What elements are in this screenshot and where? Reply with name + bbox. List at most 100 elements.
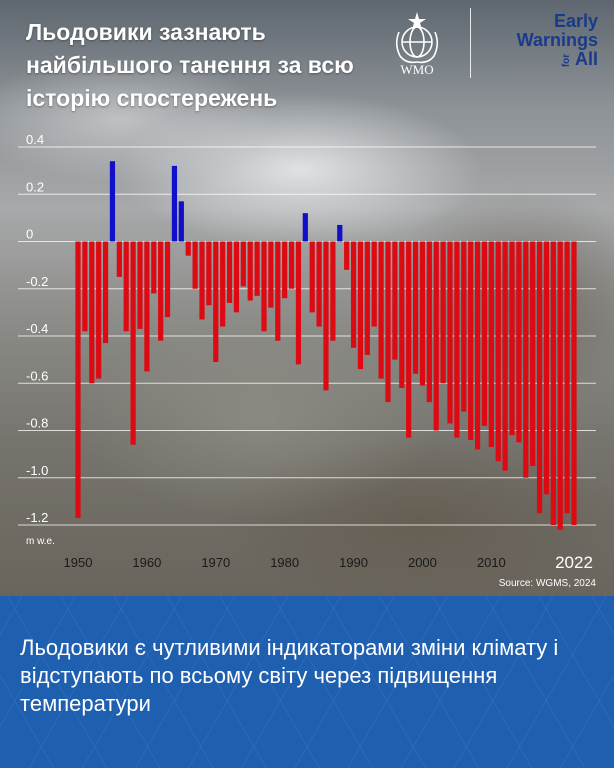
bar-2015 (523, 241, 529, 478)
bar-1987 (330, 241, 336, 341)
bar-1953 (96, 241, 102, 379)
bar-2019 (550, 241, 556, 525)
source-note: Source: WGMS, 2024 (498, 578, 596, 589)
x-tick-label: 2022 (555, 553, 593, 572)
glacier-mass-balance-chart: 0.4 0.2 0 -0.2 -0.4 -0.6 -0.8 -1.0 -1.2 1950 1960… (18, 132, 596, 572)
y-tick-label: -1.0 (26, 463, 48, 478)
bar-2012 (502, 241, 508, 471)
bar-1975 (247, 241, 253, 301)
bar-1967 (192, 241, 198, 289)
x-tick-label: 1950 (64, 555, 93, 570)
y-tick-label: 0.2 (26, 179, 44, 194)
x-tick-labels: 1950 1960 1970 1980 1990 2000 2010 2022 (64, 553, 593, 572)
ew-for: for (560, 53, 572, 67)
bar-1988 (337, 224, 343, 242)
bar-2000 (419, 241, 426, 386)
x-tick-label: 1970 (201, 555, 230, 570)
bar-2017 (536, 241, 543, 514)
bar-1981 (288, 241, 295, 289)
bar-1973 (233, 241, 240, 313)
bar-1991 (357, 241, 364, 370)
bar-1998 (406, 241, 412, 438)
bar-1969 (206, 241, 212, 306)
bar-2022 (571, 241, 577, 525)
bar-1951 (82, 241, 88, 332)
bar-1982 (295, 241, 302, 365)
bar-1990 (350, 241, 357, 348)
bar-1956 (116, 241, 122, 277)
bar-1962 (158, 241, 164, 341)
bar-1983 (302, 213, 308, 242)
bar-1950 (75, 241, 81, 518)
bar-2013 (509, 241, 515, 436)
x-tick-label: 2000 (408, 555, 437, 570)
ew-line3: All (574, 49, 598, 69)
bar-2004 (447, 241, 453, 424)
bar-1958 (130, 241, 136, 445)
bar-2009 (481, 241, 488, 426)
bar-1974 (240, 241, 246, 287)
bar-1997 (399, 241, 405, 388)
bar-1996 (392, 241, 398, 360)
bar-2020 (557, 241, 563, 530)
wmo-emblem-icon (395, 12, 439, 64)
y-tick-label: -0.6 (26, 368, 48, 383)
bar-1964 (171, 165, 178, 242)
bar-1984 (309, 241, 315, 313)
bar-2008 (474, 241, 481, 450)
y-tick-label: -0.4 (26, 321, 48, 336)
bar-1955 (109, 161, 116, 242)
bar-1980 (282, 241, 288, 299)
x-tick-label: 1990 (339, 555, 368, 570)
bar-2011 (495, 241, 501, 462)
ew-line2: Warnings (516, 30, 598, 50)
bar-1995 (385, 241, 391, 403)
bar-1965 (178, 201, 184, 242)
bar-2005 (454, 241, 460, 438)
y-tick-label: 0.4 (26, 132, 44, 147)
y-tick-label: 0 (26, 227, 33, 242)
bar-1966 (185, 241, 191, 256)
page-title: Льодовики зазнають найбільшого танення з… (26, 19, 354, 111)
bottom-banner (0, 596, 614, 768)
bar-1960 (144, 241, 150, 372)
bar-1994 (378, 241, 384, 379)
bar-2003 (440, 241, 446, 384)
bar-1957 (123, 241, 129, 332)
ew-line1: Early (553, 11, 598, 31)
bar-1972 (226, 241, 233, 303)
bar-2010 (488, 241, 494, 448)
bar-1952 (89, 241, 95, 384)
y-tick-label: -0.8 (26, 416, 48, 431)
x-tick-label: 1960 (132, 555, 161, 570)
bar-2007 (468, 241, 474, 440)
bar-1961 (151, 241, 157, 294)
bar-2021 (564, 241, 570, 514)
bar-2018 (543, 241, 550, 495)
bar-1989 (344, 241, 350, 270)
y-tick-label: -1.2 (26, 510, 48, 525)
x-tick-label: 1980 (270, 555, 299, 570)
bar-1963 (164, 241, 171, 318)
early-warnings-logo: Early Warnings for All (488, 12, 598, 70)
bar-1959 (137, 241, 143, 329)
bar-2006 (461, 241, 467, 412)
y-axis-unit-label: m w.e. (26, 536, 55, 547)
bar-1978 (268, 241, 274, 308)
y-tick-label: -0.2 (26, 274, 48, 289)
bar-1971 (220, 241, 226, 327)
bar-1999 (412, 241, 419, 374)
wmo-label: WMO (400, 62, 434, 77)
bar-1970 (213, 241, 219, 362)
bars (75, 161, 577, 530)
bar-1954 (102, 241, 109, 344)
bar-1979 (275, 241, 281, 341)
x-tick-label: 2010 (477, 555, 506, 570)
bar-1976 (254, 241, 260, 296)
bar-2001 (426, 241, 432, 403)
caption-text: Льодовики є чутливими індикаторами зміни… (20, 635, 559, 716)
bar-2016 (530, 241, 536, 466)
bar-2002 (433, 241, 439, 431)
bar-1985 (316, 241, 322, 327)
bar-1993 (371, 241, 377, 327)
